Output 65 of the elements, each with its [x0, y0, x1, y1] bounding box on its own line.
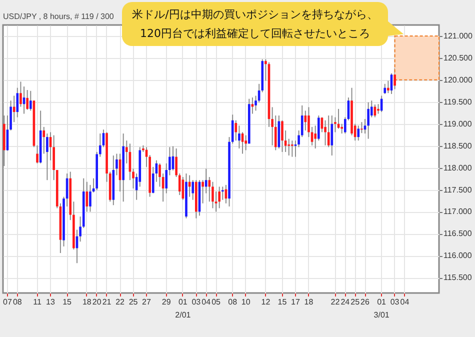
x-tick-label: 13: [46, 298, 56, 306]
candlestick: [357, 125, 360, 142]
candlestick: [384, 83, 386, 94]
candlestick: [291, 140, 294, 158]
x-tick-label: 22: [116, 298, 126, 306]
candlestick: [387, 80, 390, 94]
x-tick-label: 04: [400, 298, 410, 306]
x-tick-label: 12: [261, 298, 271, 306]
x-tick-label: 10: [241, 298, 251, 306]
candlestick: [36, 144, 38, 164]
x-tick-label: 05: [212, 298, 222, 306]
y-tick-label: 116.000: [444, 251, 472, 260]
x-tick-label: 11: [33, 298, 42, 306]
chart-title: USD/JPY , 8 hours, # 119 / 300: [3, 12, 114, 21]
candlestick: [367, 102, 370, 140]
x-tick-label: 15: [278, 298, 288, 306]
candlestick: [192, 180, 194, 200]
x-tick-label: 22: [330, 298, 340, 306]
x-tick-label: 27: [142, 298, 152, 306]
x-tick-label: 17: [291, 298, 300, 306]
candlestick: [244, 134, 247, 151]
y-tick-label: 118.500: [444, 141, 472, 150]
x-tick-label: 20: [92, 298, 102, 306]
x-tick-label: 01 2/01: [175, 298, 192, 320]
candlestick: [324, 120, 326, 146]
y-tick-label: 121.000: [444, 31, 473, 40]
x-tick-label: 07: [3, 298, 12, 306]
y-tick-label: 115.500: [444, 273, 472, 282]
y-tick-label: 118.000: [444, 163, 472, 172]
x-tick-label: 01 3/01: [374, 298, 390, 320]
y-tick-label: 120.000: [444, 75, 473, 84]
candlestick: [288, 138, 290, 156]
x-tick-label: 08: [228, 298, 238, 306]
x-tick-label: 25: [128, 298, 138, 306]
y-tick-label: 119.500: [444, 97, 472, 106]
x-tick-label: 18: [304, 298, 314, 306]
candlestick: [26, 90, 28, 110]
x-tick-label: 21: [102, 298, 112, 306]
candlestick: [281, 120, 284, 152]
candlestick: [330, 115, 334, 156]
x-tick-label: 26: [360, 298, 370, 306]
candlestick: [394, 68, 396, 90]
candlestick: [29, 90, 32, 112]
candlestick: [212, 181, 214, 209]
candlestick: [360, 122, 363, 134]
x-tick-label: 08: [12, 298, 22, 306]
y-tick-label: 119.000: [444, 119, 472, 128]
x-tick-label: 24: [340, 298, 350, 306]
x-tick-label: 29: [162, 298, 172, 306]
candlestick: [12, 95, 16, 123]
candlestick: [327, 115, 330, 148]
x-tick-label: 03: [192, 298, 202, 306]
x-tick-label: 15: [62, 298, 72, 306]
x-tick-label: 18: [82, 298, 92, 306]
x-tick-label: 03: [390, 298, 400, 306]
y-tick-label: 120.500: [444, 53, 473, 62]
y-tick-label: 116.500: [444, 229, 472, 238]
candlestick: [314, 125, 317, 149]
y-tick-label: 117.000: [444, 207, 472, 216]
x-tick-label: 04: [202, 298, 212, 306]
candlestick: [377, 104, 380, 114]
candlestick: [202, 180, 204, 204]
candlestick: [218, 186, 221, 209]
x-tick-label: 25: [350, 298, 360, 306]
y-tick-label: 117.500: [444, 185, 472, 194]
